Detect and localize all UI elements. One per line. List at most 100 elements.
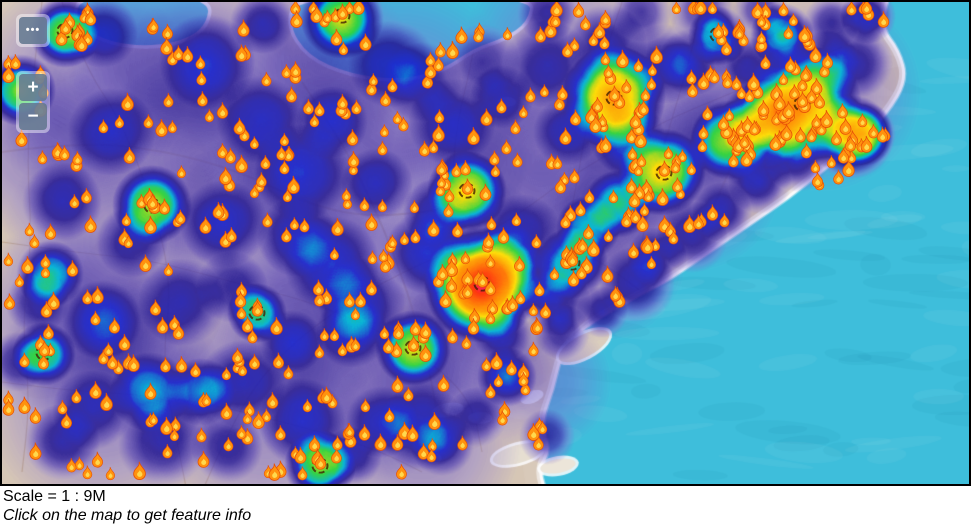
fire-marker[interactable] [424, 219, 440, 237]
fire-marker[interactable] [125, 354, 141, 372]
fire-marker[interactable] [538, 84, 550, 98]
fire-marker[interactable] [318, 386, 334, 404]
fire-marker[interactable] [334, 93, 349, 109]
fire-marker[interactable] [455, 435, 469, 451]
fire-marker[interactable] [174, 356, 189, 373]
fire-marker[interactable] [554, 85, 568, 101]
fire-marker[interactable] [512, 255, 527, 271]
fire-marker[interactable] [553, 177, 568, 194]
fire-marker[interactable] [781, 25, 794, 40]
fire-marker[interactable] [357, 197, 370, 212]
fire-marker[interactable] [720, 73, 734, 89]
fire-marker[interactable] [13, 274, 25, 288]
fire-marker[interactable] [266, 463, 282, 481]
fire-marker[interactable] [692, 0, 708, 15]
fire-marker[interactable] [223, 147, 238, 163]
fire-marker[interactable] [349, 99, 363, 114]
fire-marker[interactable] [203, 109, 215, 123]
fire-marker[interactable] [218, 403, 234, 421]
fire-marker[interactable] [2, 293, 17, 310]
fire-marker[interactable] [372, 433, 388, 451]
fire-marker[interactable] [195, 450, 211, 468]
fire-marker[interactable] [279, 64, 292, 79]
fire-marker[interactable] [158, 416, 175, 435]
fire-marker[interactable] [235, 19, 251, 37]
fire-marker[interactable] [628, 112, 644, 130]
fire-marker[interactable] [386, 234, 399, 248]
fire-marker[interactable] [394, 464, 408, 480]
fire-marker[interactable] [478, 109, 494, 127]
fire-marker[interactable] [646, 63, 658, 76]
fire-marker[interactable] [193, 55, 206, 70]
fire-marker[interactable] [599, 51, 612, 65]
fire-marker[interactable] [23, 222, 35, 236]
fire-marker[interactable] [328, 328, 341, 342]
fire-marker[interactable] [523, 87, 537, 103]
fire-marker[interactable] [337, 41, 350, 55]
fire-marker[interactable] [466, 318, 481, 335]
fire-marker[interactable] [500, 27, 512, 41]
fire-marker[interactable] [288, 217, 300, 231]
fire-marker[interactable] [310, 280, 325, 297]
fire-marker[interactable] [558, 213, 572, 229]
fire-marker[interactable] [153, 119, 170, 137]
fire-marker[interactable] [232, 291, 247, 308]
fire-marker[interactable] [389, 434, 404, 451]
fire-marker[interactable] [475, 271, 490, 288]
fire-marker[interactable] [328, 247, 340, 261]
fire-marker[interactable] [696, 125, 710, 140]
fire-marker[interactable] [437, 290, 453, 308]
fire-marker[interactable] [639, 236, 656, 255]
fire-marker[interactable] [199, 392, 212, 406]
fire-marker[interactable] [489, 164, 501, 178]
fire-marker[interactable] [120, 212, 133, 226]
fire-marker[interactable] [130, 461, 147, 480]
fire-marker[interactable] [28, 234, 41, 249]
fire-marker[interactable] [378, 325, 391, 339]
fire-marker[interactable] [382, 407, 396, 422]
fire-marker[interactable] [481, 232, 496, 249]
fire-marker[interactable] [525, 423, 541, 441]
fire-marker[interactable] [614, 50, 631, 69]
fire-marker[interactable] [2, 252, 15, 266]
fire-marker[interactable] [483, 254, 496, 269]
fire-marker[interactable] [565, 250, 580, 267]
fire-marker[interactable] [717, 212, 730, 227]
fire-marker[interactable] [232, 44, 248, 62]
fire-marker[interactable] [799, 143, 813, 159]
fire-marker[interactable] [250, 411, 266, 429]
fire-marker[interactable] [755, 31, 767, 45]
fire-marker[interactable] [626, 190, 642, 208]
fire-marker[interactable] [711, 22, 726, 39]
fire-marker[interactable] [378, 90, 393, 106]
fire-marker[interactable] [106, 317, 121, 334]
fire-marker[interactable] [308, 114, 321, 128]
fire-marker[interactable] [8, 54, 22, 70]
fire-marker[interactable] [505, 295, 520, 312]
fire-marker[interactable] [433, 42, 447, 58]
fire-marker[interactable] [441, 202, 455, 217]
fire-marker[interactable] [796, 24, 813, 43]
fire-marker[interactable] [607, 85, 622, 102]
fire-marker[interactable] [122, 235, 134, 249]
fire-marker[interactable] [408, 229, 421, 244]
zoom-in-button[interactable]: + [19, 74, 47, 101]
fire-marker[interactable] [38, 300, 54, 317]
fire-marker[interactable] [57, 145, 71, 161]
fire-marker[interactable] [122, 146, 138, 163]
zoom-out-button[interactable]: − [19, 103, 47, 130]
fire-marker[interactable] [734, 85, 747, 99]
fire-marker[interactable] [38, 254, 51, 269]
fire-marker[interactable] [391, 323, 406, 340]
fire-marker[interactable] [632, 58, 645, 72]
fire-marker[interactable] [645, 256, 657, 270]
fire-marker[interactable] [460, 178, 475, 195]
fire-marker[interactable] [248, 135, 260, 149]
fire-marker[interactable] [510, 153, 524, 168]
fire-marker[interactable] [648, 46, 665, 65]
fire-marker[interactable] [533, 26, 548, 43]
fire-marker[interactable] [695, 73, 711, 91]
fire-marker[interactable] [80, 289, 94, 305]
fire-marker[interactable] [221, 437, 234, 452]
fire-marker[interactable] [234, 425, 247, 440]
